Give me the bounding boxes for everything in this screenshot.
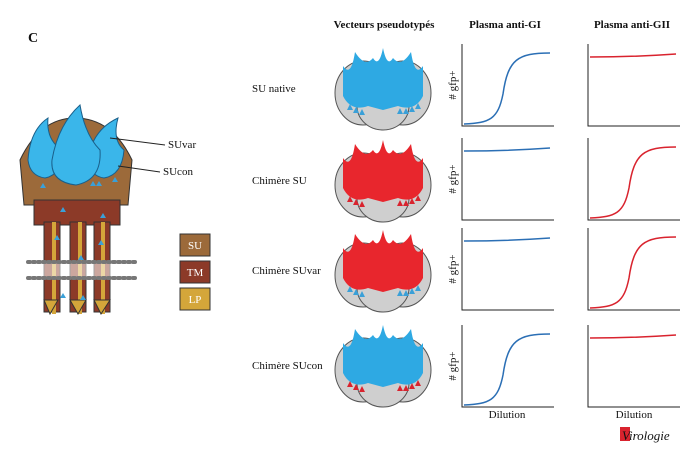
axes <box>587 227 681 311</box>
mini-chart: # gfp+ <box>447 137 555 221</box>
legend-tm: TM <box>187 267 204 279</box>
row: SU native # gfp+ <box>252 43 681 131</box>
axes <box>461 324 555 408</box>
triangles <box>397 380 421 391</box>
curve <box>589 146 677 219</box>
crown <box>343 230 423 292</box>
mini-chart: # gfp+ <box>447 43 555 127</box>
curve <box>463 147 551 152</box>
row: Chimère SUvar # gfp+ <box>252 227 681 313</box>
protein-diagram <box>19 104 166 316</box>
label-sucon: SUcon <box>163 166 193 178</box>
vector <box>334 230 432 313</box>
legend-su: SU <box>188 240 202 252</box>
curve <box>463 52 551 125</box>
row: Chimère SUcon # gfp+ <box>252 324 681 408</box>
crown <box>343 325 423 387</box>
row: Chimère SU # gfp+ <box>252 137 681 223</box>
triangles <box>347 196 365 207</box>
curve <box>589 236 677 309</box>
curve <box>589 334 677 339</box>
triangles <box>347 104 365 115</box>
vector <box>334 140 432 223</box>
column-header: Plasma anti-GI <box>469 19 541 31</box>
vector <box>334 325 432 408</box>
crown <box>343 48 423 110</box>
legend: SU TM LP <box>179 233 211 311</box>
y-axis-label: # gfp+ <box>447 70 459 99</box>
triangles <box>397 285 421 296</box>
legend-lp: LP <box>189 294 202 306</box>
y-axis-label: # gfp+ <box>447 254 459 283</box>
y-axis-label: # gfp+ <box>447 164 459 193</box>
mini-chart: # gfp+ <box>447 227 555 311</box>
x-axis-label: Dilution <box>489 409 526 421</box>
row-label: Chimère SU <box>252 175 307 187</box>
column-header: Vecteurs pseudotypés <box>334 19 435 31</box>
label-suvar: SUvar <box>168 139 196 151</box>
triangles <box>397 195 421 206</box>
mini-chart <box>587 227 681 311</box>
logo-mark <box>620 427 630 441</box>
curve <box>463 333 551 406</box>
row-label: Chimère SUvar <box>252 265 321 277</box>
crown <box>343 140 423 202</box>
panel-letter: C <box>28 31 38 46</box>
row-label: Chimère SUcon <box>252 360 323 372</box>
mini-chart <box>587 43 681 127</box>
x-axis-label: Dilution <box>616 409 653 421</box>
mini-chart <box>587 137 681 221</box>
row-label: SU native <box>252 83 296 95</box>
rows: SU native # gfp+Chimère SU # gfp+Chimère S… <box>252 43 681 408</box>
triangles <box>347 286 365 297</box>
column-header: Plasma anti-GII <box>594 19 670 31</box>
curve <box>589 53 677 58</box>
y-axis-label: # gfp+ <box>447 351 459 380</box>
mini-chart: # gfp+ <box>447 324 555 408</box>
triangles <box>397 103 421 114</box>
curve <box>463 237 551 242</box>
triangles <box>347 381 365 392</box>
mini-chart <box>587 324 681 408</box>
axes <box>461 43 555 127</box>
axes <box>587 137 681 221</box>
logo: Virologie <box>622 428 670 443</box>
vector <box>334 48 432 131</box>
